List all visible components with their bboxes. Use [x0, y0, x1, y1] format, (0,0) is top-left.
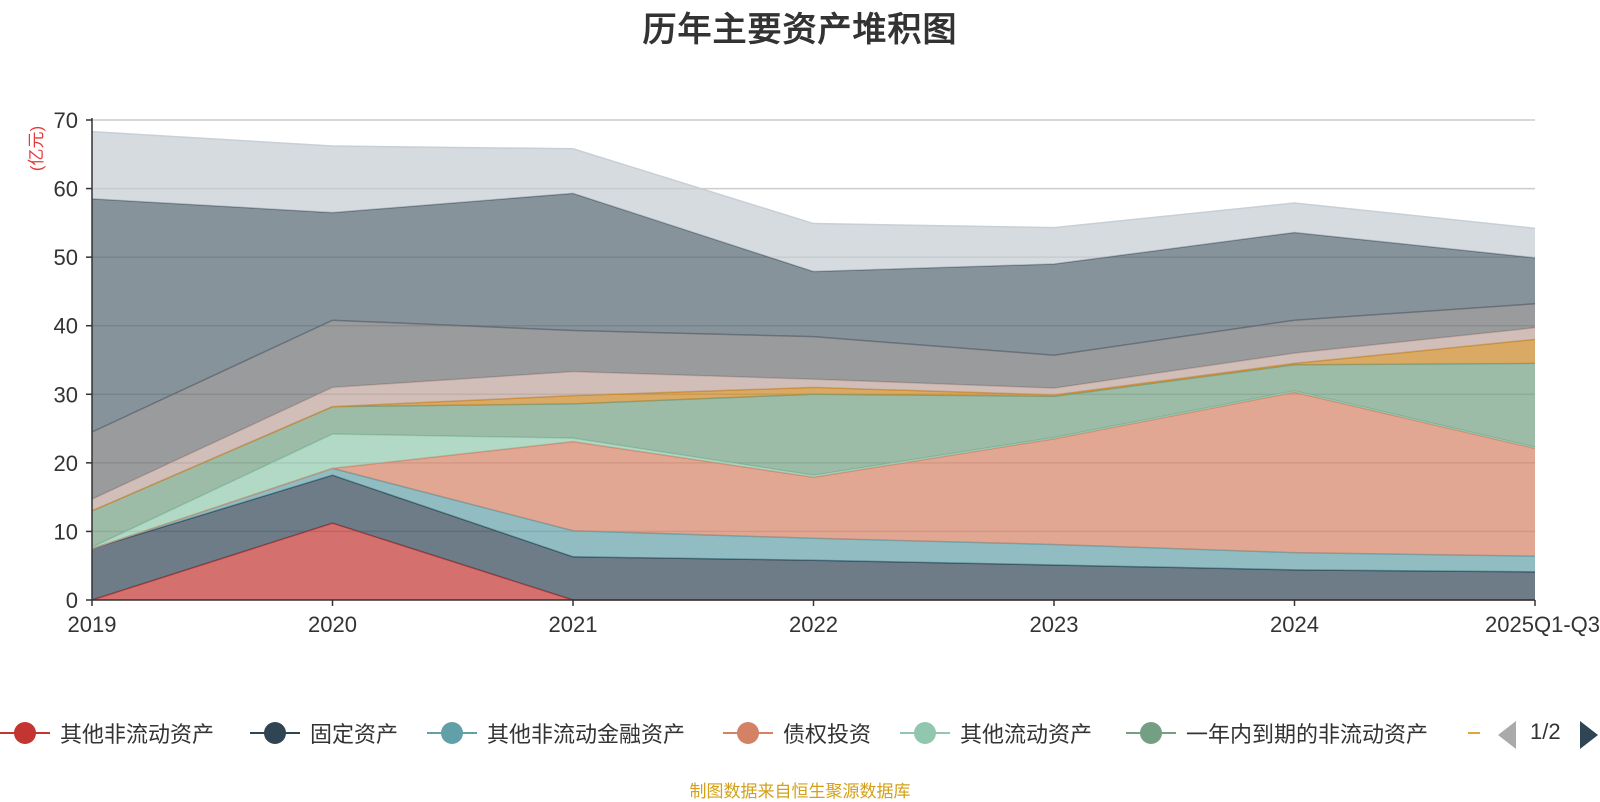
- y-tick-label: 70: [54, 108, 78, 133]
- y-tick-label: 60: [54, 177, 78, 202]
- legend-item-other-current-assets[interactable]: 其他流动资产: [900, 713, 1092, 753]
- legend-marker-icon: [900, 720, 950, 746]
- y-tick-label: 30: [54, 382, 78, 407]
- legend-item-other-noncurrent-assets[interactable]: 其他非流动资产: [0, 713, 214, 753]
- area-series: [92, 475, 1535, 600]
- area-series: [92, 339, 1535, 511]
- chart-title: 历年主要资产堆积图: [642, 11, 958, 49]
- source-note: 制图数据来自恒生聚源数据库: [689, 782, 911, 801]
- y-tick-label: 20: [54, 451, 78, 476]
- x-tick-label: 2025Q1-Q3: [1485, 612, 1600, 637]
- legend-page-indicator: 1/2: [1530, 719, 1561, 744]
- legend-label: 一年内到期的非流动资产: [1186, 722, 1429, 747]
- series-line: [91, 303, 1536, 433]
- y-tick-label: 40: [54, 314, 78, 339]
- legend-marker-icon: [0, 720, 50, 746]
- area-series: [92, 523, 1535, 600]
- series-line: [91, 130, 1536, 230]
- area-series: [92, 303, 1535, 500]
- legend: 其他非流动资产 固定资产 其他非流动金融资产 债权投资 其他流动资产 一年内到期…: [0, 713, 1600, 753]
- legend-marker-icon: [723, 720, 773, 746]
- legend-label: 固定资产: [310, 722, 399, 747]
- axis-layer: 0 10 20 30 40 50 60 70 2019 2020 2021 2022 2023 2024 2…: [54, 108, 1600, 637]
- y-tick-label: 10: [54, 519, 78, 544]
- legend-label: 债权投资: [783, 722, 872, 747]
- series-line: [91, 338, 1536, 512]
- legend-item-partial-marker: [1468, 732, 1480, 734]
- legend-item-debt-investment[interactable]: 债权投资: [723, 713, 871, 753]
- legend-prev-page-icon[interactable]: [1498, 721, 1516, 749]
- x-tick-label: 2024: [1270, 612, 1319, 637]
- x-tick-label: 2022: [789, 612, 838, 637]
- x-tick-label: 2019: [68, 612, 117, 637]
- legend-next-page-icon[interactable]: [1580, 721, 1598, 749]
- y-tick-label: 50: [54, 245, 78, 270]
- legend-label: 其他流动资产: [960, 722, 1093, 747]
- legend-label: 其他非流动金融资产: [487, 722, 686, 747]
- area-series: [92, 131, 1535, 272]
- legend-item-other-noncurrent-financial-assets[interactable]: 其他非流动金融资产: [427, 713, 685, 753]
- area-series: [92, 392, 1535, 557]
- legend-marker-icon: [1126, 720, 1176, 746]
- legend-marker-icon: [250, 720, 300, 746]
- area-series: [92, 193, 1535, 432]
- legend-item-fixed-assets[interactable]: 固定资产: [250, 713, 398, 753]
- legend-marker-icon: [427, 720, 477, 746]
- legend-item-noncurrent-assets-due-within-one-year[interactable]: 一年内到期的非流动资产: [1126, 713, 1428, 753]
- area-series: [92, 363, 1535, 548]
- x-tick-label: 2021: [549, 612, 598, 637]
- area-layer: [91, 130, 1536, 601]
- y-tick-label: 0: [66, 588, 78, 613]
- area-series: [92, 468, 1535, 572]
- area-series: [92, 327, 1535, 511]
- legend-label: 其他非流动资产: [60, 722, 215, 747]
- x-tick-label: 2020: [308, 612, 357, 637]
- x-tick-label: 2023: [1030, 612, 1079, 637]
